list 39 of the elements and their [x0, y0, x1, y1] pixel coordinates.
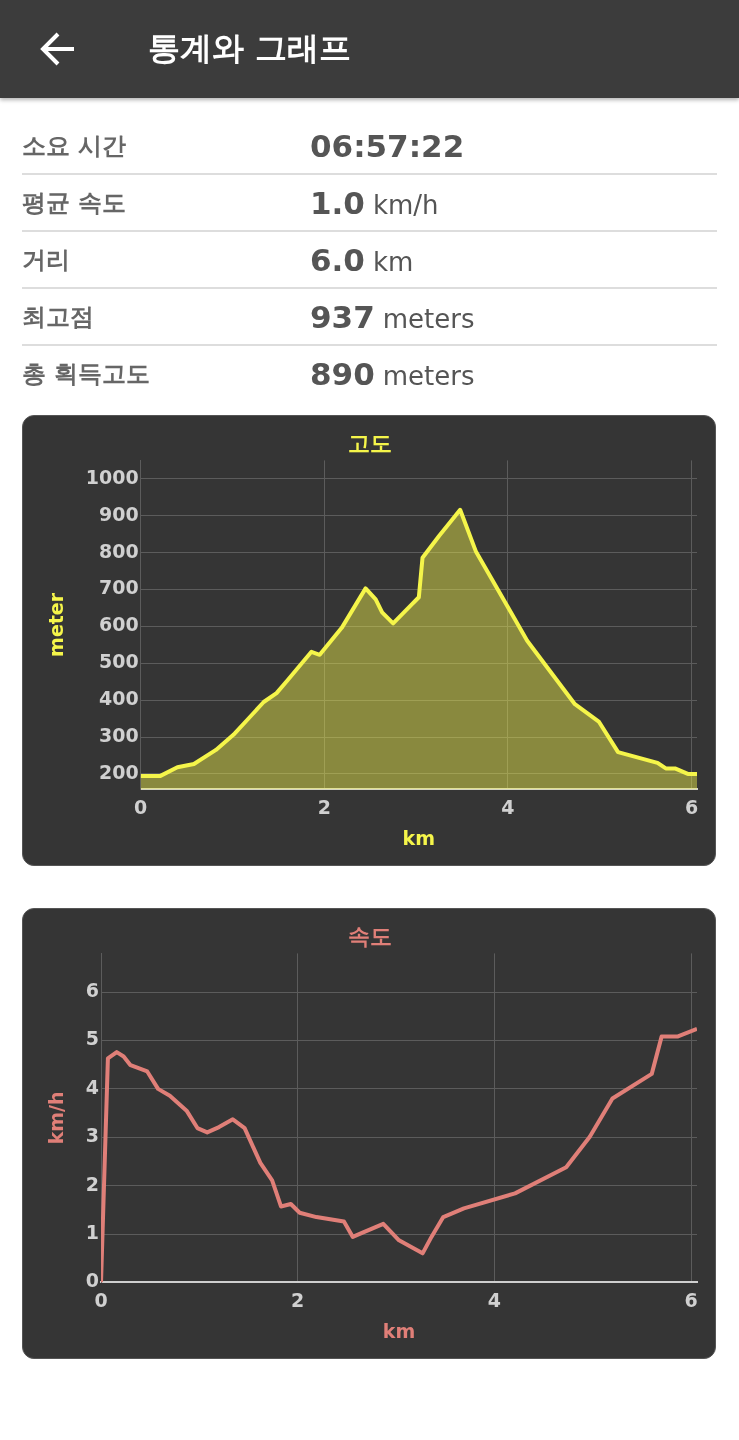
x-axis-title: km — [402, 826, 436, 849]
y-tick-label: 1 — [85, 1220, 100, 1243]
y-tick-label: 300 — [99, 723, 139, 746]
text: 총 획득고도 — [22, 358, 152, 390]
y-tick-label: 5 — [85, 1027, 100, 1050]
x-axis-title: km — [382, 1319, 416, 1342]
text: 06:57:22 — [310, 127, 465, 164]
x-tick-label: 6 — [684, 1288, 698, 1311]
text: 6.0 km — [310, 241, 414, 278]
x-tick-label: 2 — [291, 1288, 305, 1311]
x-tick-label: 4 — [501, 795, 515, 818]
text: 통계와 그래프 — [148, 28, 352, 69]
y-tick-label: 200 — [99, 760, 139, 783]
y-tick-label: 500 — [99, 650, 139, 673]
y-tick-label: 600 — [99, 613, 139, 636]
y-tick-label: 3 — [85, 1124, 100, 1147]
y-tick-label: 800 — [99, 539, 139, 562]
x-tick-label: 2 — [317, 795, 331, 818]
y-axis-title: meter — [45, 592, 68, 657]
text: 소요 시간 — [22, 130, 128, 162]
y-tick-label: 0 — [85, 1269, 100, 1292]
text: 거리 — [22, 244, 71, 276]
x-tick-label: 6 — [684, 795, 699, 818]
y-axis-title: km/h — [45, 1091, 68, 1145]
text: 평균 속도 — [22, 187, 128, 219]
y-tick-label: 700 — [99, 576, 139, 599]
text: 1.0 km/h — [310, 184, 439, 221]
text: 890 meters — [310, 355, 475, 392]
y-tick-label: 6 — [85, 979, 100, 1002]
y-tick-label: 2 — [85, 1172, 100, 1195]
y-tick-label: 4 — [85, 1075, 100, 1098]
y-tick-label: 900 — [99, 502, 139, 525]
y-tick-label: 1000 — [85, 465, 139, 488]
x-tick-label: 4 — [487, 1288, 502, 1311]
chart-title: 고도 — [348, 430, 392, 456]
text: 최고점 — [22, 301, 95, 333]
text: 937 meters — [310, 298, 475, 335]
y-tick-label: 400 — [99, 687, 139, 710]
chart-title: 속도 — [348, 923, 392, 949]
